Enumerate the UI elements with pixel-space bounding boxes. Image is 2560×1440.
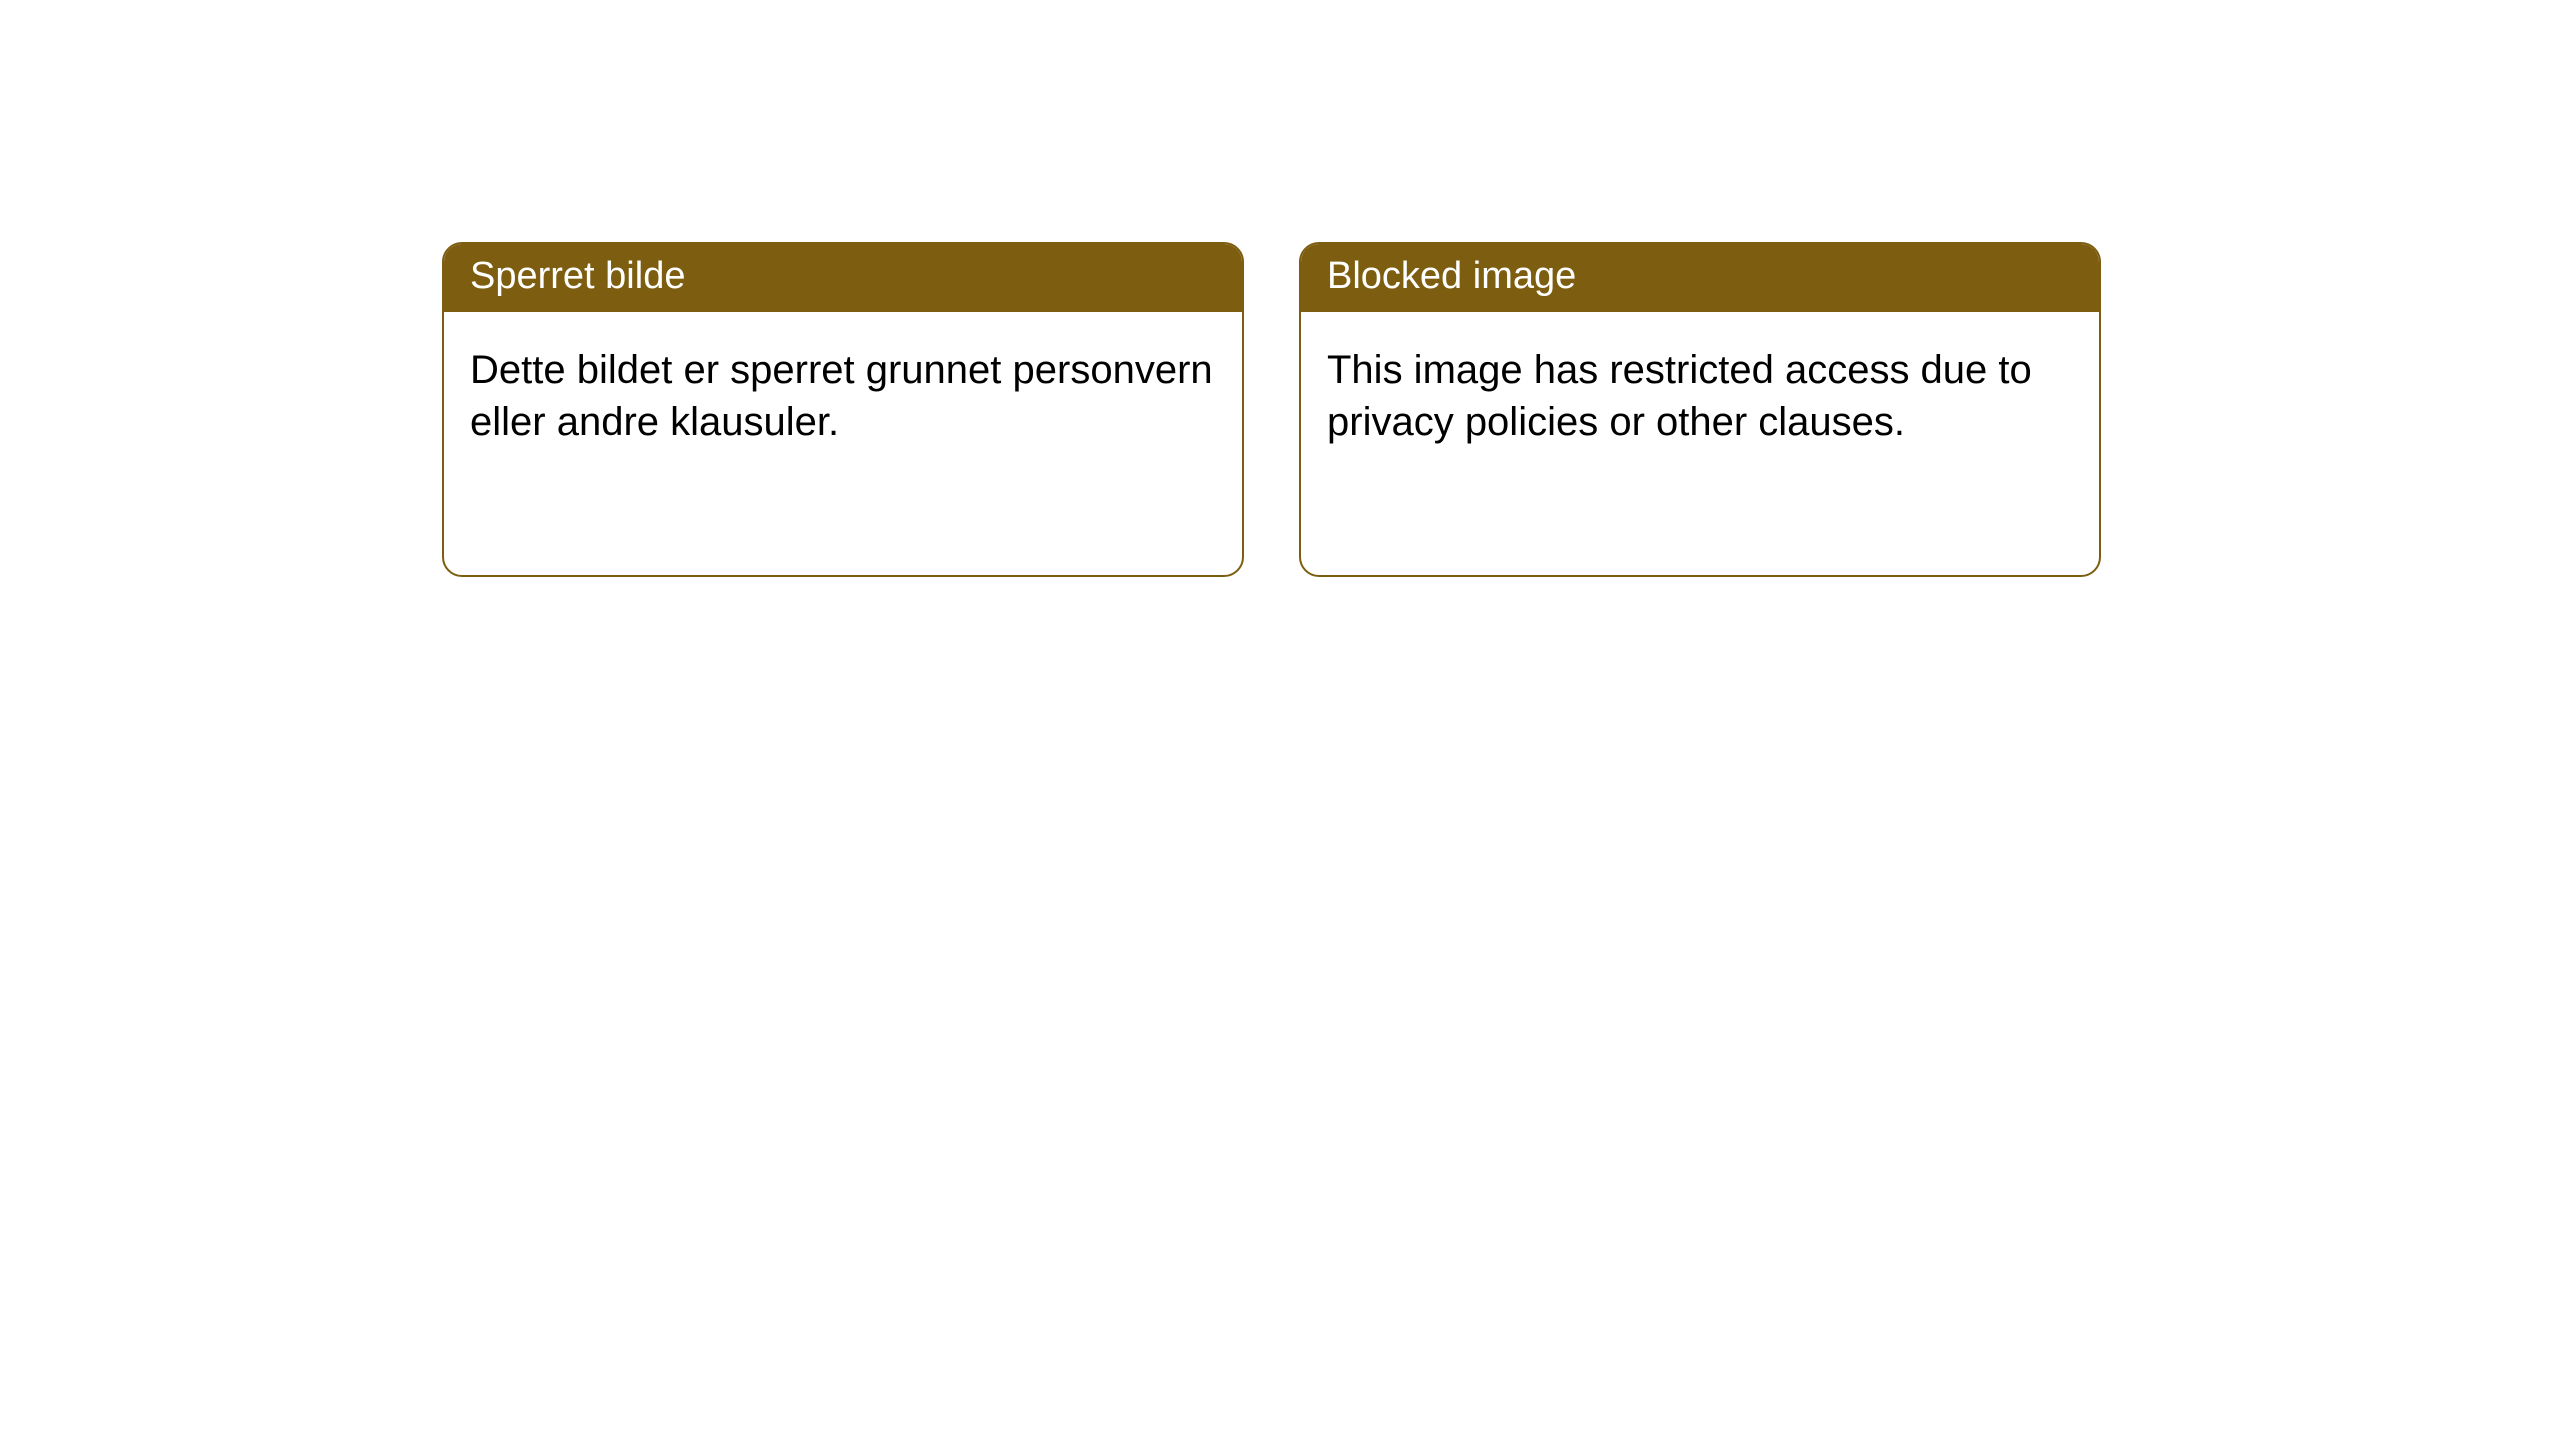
card-header: Blocked image bbox=[1301, 244, 2099, 312]
notice-card-norwegian: Sperret bilde Dette bildet er sperret gr… bbox=[442, 242, 1244, 577]
card-title: Blocked image bbox=[1327, 255, 1576, 297]
card-title: Sperret bilde bbox=[470, 255, 685, 297]
notice-cards-container: Sperret bilde Dette bildet er sperret gr… bbox=[0, 0, 2560, 577]
card-body: Dette bildet er sperret grunnet personve… bbox=[444, 312, 1242, 474]
notice-card-english: Blocked image This image has restricted … bbox=[1299, 242, 2101, 577]
card-header: Sperret bilde bbox=[444, 244, 1242, 312]
card-body-text: Dette bildet er sperret grunnet personve… bbox=[470, 348, 1213, 444]
card-body: This image has restricted access due to … bbox=[1301, 312, 2099, 474]
card-body-text: This image has restricted access due to … bbox=[1327, 348, 2032, 444]
